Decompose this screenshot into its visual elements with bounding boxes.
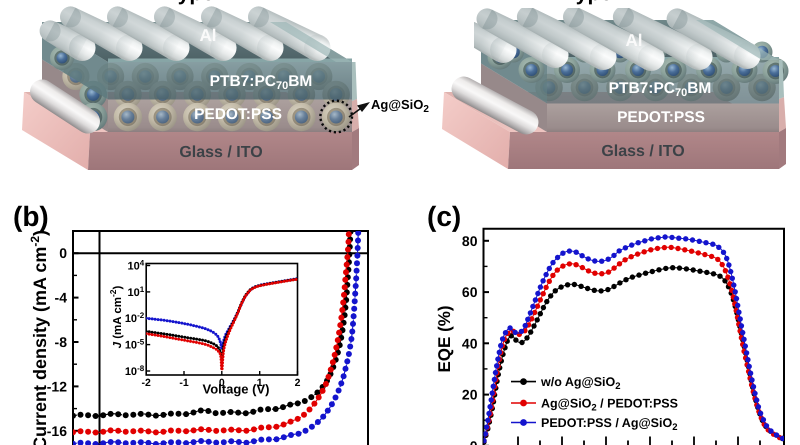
svg-text:40: 40 bbox=[462, 335, 478, 351]
svg-text:-1: -1 bbox=[179, 377, 188, 389]
svg-text:PEDOT:PSS / Ag@SiO2: PEDOT:PSS / Ag@SiO2 bbox=[541, 416, 678, 433]
svg-text:w/o Ag@SiO2: w/o Ag@SiO2 bbox=[540, 375, 621, 392]
svg-text:Al: Al bbox=[626, 31, 643, 50]
svg-text:Type I: Type I bbox=[166, 0, 225, 5]
svg-text:J (mA cm-2): J (mA cm-2) bbox=[108, 285, 124, 348]
svg-text:Voltage (V): Voltage (V) bbox=[203, 382, 270, 397]
svg-text:PEDOT:PSS: PEDOT:PSS bbox=[194, 106, 282, 123]
svg-text:(b): (b) bbox=[13, 201, 49, 232]
svg-text:Ag@SiO2: Ag@SiO2 bbox=[371, 97, 429, 115]
svg-text:-8: -8 bbox=[55, 334, 68, 350]
svg-text:PTB7:PC70BM: PTB7:PC70BM bbox=[210, 73, 313, 92]
svg-text:Al: Al bbox=[200, 26, 217, 45]
svg-text:EQE (%): EQE (%) bbox=[435, 305, 454, 372]
svg-text:Current density (mA cm-2): Current density (mA cm-2) bbox=[28, 230, 50, 445]
svg-text:2: 2 bbox=[295, 377, 301, 389]
svg-text:Glass / ITO: Glass / ITO bbox=[179, 144, 262, 161]
svg-text:20: 20 bbox=[462, 387, 478, 403]
svg-text:0: 0 bbox=[59, 245, 67, 261]
svg-text:Type II: Type II bbox=[565, 0, 630, 5]
svg-text:-2: -2 bbox=[142, 377, 151, 389]
svg-text:PTB7:PC70BM: PTB7:PC70BM bbox=[609, 80, 712, 99]
svg-text:Glass / ITO: Glass / ITO bbox=[601, 143, 684, 160]
svg-text:1: 1 bbox=[257, 377, 263, 389]
svg-text:0: 0 bbox=[219, 377, 225, 389]
svg-text:-16: -16 bbox=[47, 423, 67, 439]
svg-text:PEDOT:PSS: PEDOT:PSS bbox=[617, 109, 705, 126]
svg-text:Ag@SiO2 / PEDOT:PSS: Ag@SiO2 / PEDOT:PSS bbox=[541, 397, 678, 414]
svg-text:(c): (c) bbox=[427, 201, 461, 232]
svg-text:-12: -12 bbox=[47, 378, 67, 394]
svg-text:0: 0 bbox=[470, 438, 478, 445]
svg-text:80: 80 bbox=[462, 233, 478, 249]
svg-text:-4: -4 bbox=[55, 290, 68, 306]
svg-text:60: 60 bbox=[462, 284, 478, 300]
